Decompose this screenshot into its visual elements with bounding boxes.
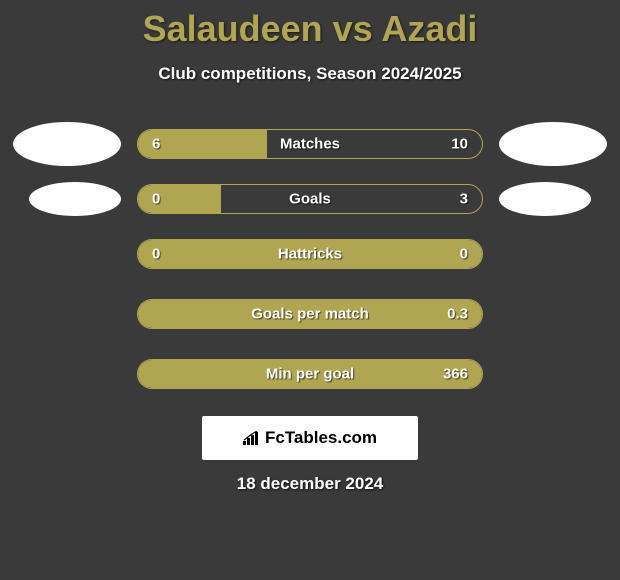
date-label: 18 december 2024 [0,474,620,494]
stat-left-value: 6 [152,136,160,153]
stats-container: Salaudeen vs Azadi Club competitions, Se… [0,0,620,494]
stat-right-value: 366 [443,366,468,383]
stat-label: Matches [280,136,340,153]
stat-label: Min per goal [266,366,354,383]
stat-label: Goals per match [251,306,369,323]
stat-bar: 6 10 Matches [137,129,483,159]
stat-bar: 0 3 Goals [137,184,483,214]
stat-row: 366 Min per goal [0,352,620,396]
stat-bar: 0.3 Goals per match [137,299,483,329]
chart-icon [243,431,261,445]
stat-row: 6 10 Matches [0,122,620,166]
stat-right-value: 0.3 [447,306,468,323]
player-right-avatar [499,182,591,216]
player-left-avatar [13,122,121,166]
branding-badge: FcTables.com [202,416,418,460]
player-left-avatar [29,182,121,216]
stat-bar: 366 Min per goal [137,359,483,389]
subtitle: Club competitions, Season 2024/2025 [0,64,620,84]
player-right-avatar [499,122,607,166]
branding-text: FcTables.com [265,428,377,448]
stat-right-value: 3 [460,191,468,208]
stat-left-value: 0 [152,246,160,263]
stat-label: Goals [289,191,331,208]
stat-right-value: 10 [451,136,468,153]
stat-left-value: 0 [152,191,160,208]
stat-bar: 0 0 Hattricks [137,239,483,269]
stat-row: 0 3 Goals [0,182,620,216]
page-title: Salaudeen vs Azadi [0,8,620,50]
stat-bar-fill-left [138,185,221,213]
stat-row: 0.3 Goals per match [0,292,620,336]
stat-label: Hattricks [278,246,342,263]
stat-right-value: 0 [460,246,468,263]
stat-row: 0 0 Hattricks [0,232,620,276]
stats-list: 6 10 Matches 0 3 Goals 0 0 Hattricks 0.3 Goals per… [0,122,620,396]
